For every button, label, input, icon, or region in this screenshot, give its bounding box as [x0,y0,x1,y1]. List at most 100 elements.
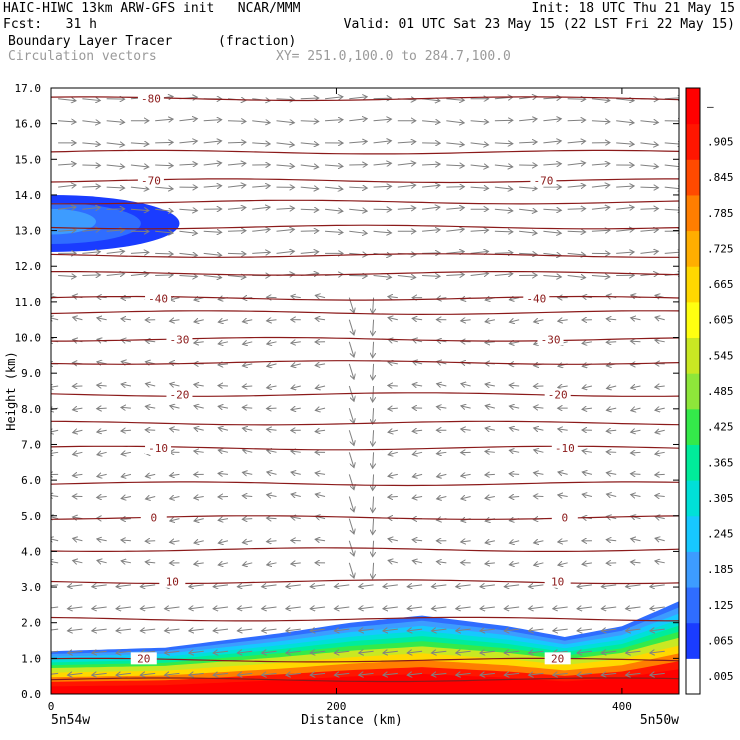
circulation-vector [68,673,83,675]
contour-label: -40 [148,292,168,305]
circulation-vector [267,472,277,474]
circulation-vector [300,143,319,145]
circulation-vector [51,584,59,587]
circulation-vector [519,209,537,211]
circulation-vector [348,496,354,512]
contour-label-bg [166,388,193,401]
colorbar-label: .785 [707,207,734,220]
circulation-vector [145,341,156,342]
circulation-vector [170,497,180,499]
circulation-vector [179,119,197,121]
circulation-vector [650,673,665,675]
circulation-vector [359,607,374,609]
circulation-vector [58,164,76,165]
y-tick-label: 4.0 [21,545,41,558]
circulation-vector [179,141,197,143]
y-tick-label: 17.0 [15,82,42,95]
colorbar-swatch [686,551,700,588]
contour-label-bg [523,292,550,305]
circulation-vector [51,628,59,631]
circulation-vector [300,187,319,189]
circulation-vector [310,673,326,675]
temperature-contour [51,547,679,552]
colorbar-frame [685,87,701,695]
circulation-vector [82,252,100,254]
circulation-vector [407,673,423,675]
circulation-vector [97,560,107,562]
circulation-vector [203,141,222,143]
circulation-vector [616,99,634,101]
contour-label-bg [551,442,578,455]
circulation-vector [373,430,374,446]
circulation-vector [116,673,131,675]
circulation-vector [227,163,246,165]
circulation-vector [422,185,440,187]
temperature-contour [51,271,679,276]
circulation-vector [383,629,398,631]
circulation-vector [582,408,593,409]
circulation-vector [422,207,440,209]
circulation-vector [325,120,343,121]
circulation-vector [82,229,100,231]
circulation-vector [165,607,180,609]
circulation-vector [170,519,180,521]
circulation-vector [388,385,398,386]
circulation-vector [213,585,229,587]
circulation-vector [82,121,100,123]
x-tick-label: 400 [612,700,632,713]
circulation-vector [631,386,641,388]
circulation-vector [243,563,253,565]
circulation-vector [412,430,423,431]
colorbar-label: .125 [707,599,734,612]
circulation-vector [349,187,367,188]
circulation-vector [470,230,489,231]
circulation-vector [106,187,125,188]
y-tick-label: 15.0 [15,153,42,166]
circulation-vector [494,165,513,167]
circulation-vector [631,539,641,541]
circulation-vector [412,384,423,386]
circulation-vector [140,629,156,631]
circulation-vector [300,121,319,122]
circulation-vector [58,99,76,101]
circulation-vector [286,629,301,631]
circulation-vector [97,430,107,432]
circulation-vector [155,231,173,233]
colorbar-swatch [686,480,700,517]
circulation-vector [121,540,131,541]
circulation-vector [388,297,398,298]
circulation-vector [485,320,495,322]
circulation-vector [324,165,343,166]
circulation-vector [51,561,59,563]
circulation-vector [51,495,59,496]
circulation-vector [485,451,495,452]
circulation-vector [655,452,665,454]
contour-label: -40 [526,292,546,305]
circulation-vector [373,562,374,579]
circulation-vector [509,298,520,300]
circulation-vector [412,497,423,499]
circulation-vector [300,165,319,167]
circulation-vector [121,430,131,431]
circulation-vector [558,429,568,430]
circulation-vector [227,121,246,122]
circulation-vector [73,430,83,432]
circulation-vector [218,364,229,365]
temperature-contour [51,199,679,205]
circulation-vector [606,408,617,410]
circulation-vector [359,629,374,631]
y-tick-label: 12.0 [15,260,42,273]
circulation-vector [194,428,204,430]
circulation-vector [237,629,253,631]
circulation-vector [213,629,229,631]
circulation-vector [446,275,464,276]
circulation-vector [601,607,617,609]
circulation-vector [558,495,568,497]
circulation-vector [373,518,374,535]
temperature-contour [51,310,679,316]
circulation-vector [203,276,222,278]
circulation-vector [267,364,277,366]
circulation-vector [456,673,471,675]
circulation-vector [655,340,665,342]
